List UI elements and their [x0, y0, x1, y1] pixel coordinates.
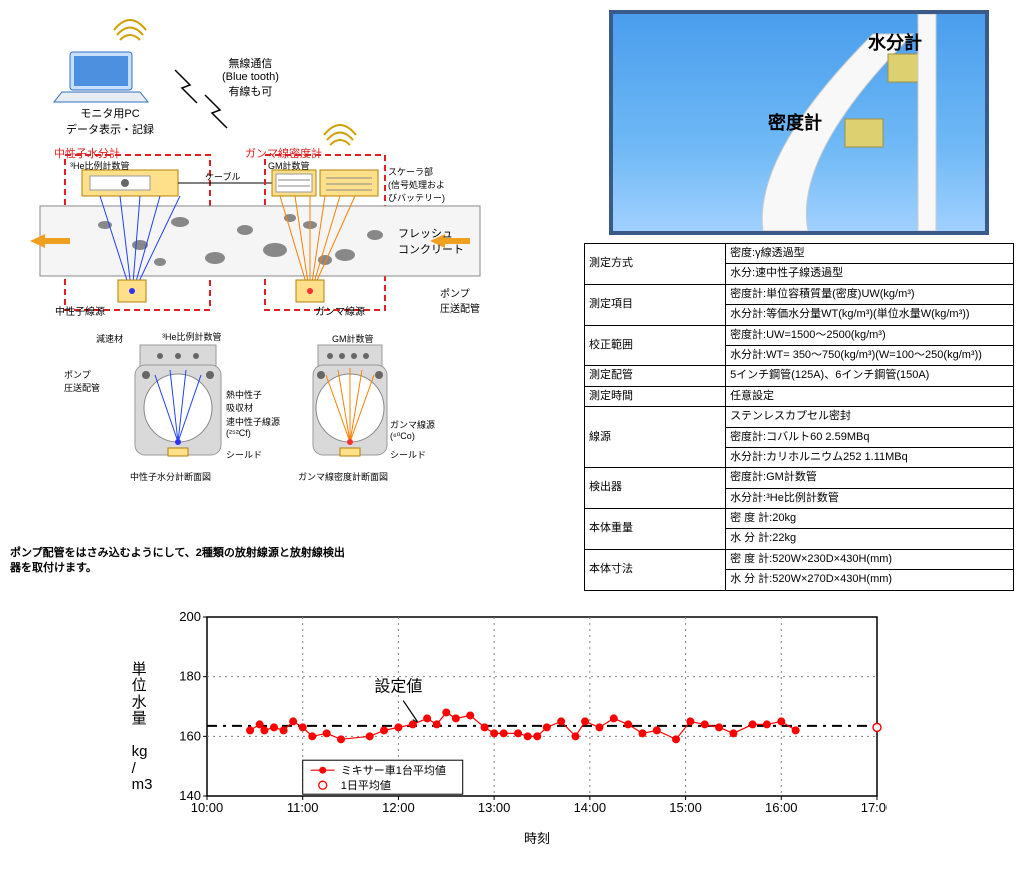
gm-tube-label2: GM計数管 [332, 332, 374, 345]
chart-ylabel: 単位水量kg/m3 [117, 609, 167, 847]
wireless-label: 無線通信(Blue tooth)有線も可 [222, 55, 279, 99]
moderator-label: 減速材 [96, 332, 123, 345]
chart-xlabel: 時刻 [167, 828, 907, 847]
svg-text:180: 180 [179, 668, 201, 683]
pump-pipe-label: ポンプ圧送配管 [440, 285, 480, 315]
gm-tube-label: GM計数管 [268, 159, 310, 172]
spec-table: 測定方式密度:γ線透過型水分:速中性子線透過型測定項目密度計:単位容積質量(密度… [584, 243, 1014, 591]
spec-row-value: 水 分 計:520W×270D×430H(mm) [726, 570, 1014, 590]
he-tube-label: ³He比例計数管 [70, 159, 130, 172]
spec-row-value: 水分計:³He比例計数管 [726, 488, 1014, 508]
pump-pipe-label2: ポンプ圧送配管 [64, 368, 100, 394]
svg-text:16:00: 16:00 [765, 800, 798, 815]
spec-row-header: 測定項目 [585, 284, 726, 325]
svg-text:10:00: 10:00 [191, 800, 224, 815]
system-diagram: モニタ用PCデータ表示・記録 無線通信(Blue tooth)有線も可 中性子水… [10, 10, 490, 591]
gamma-src2-label: ガンマ線源(⁶⁰Co) [390, 418, 435, 442]
svg-text:設定値: 設定値 [374, 677, 422, 695]
photo-moisture-label: 水分計 [868, 29, 922, 55]
shield-label2: シールド [390, 448, 426, 461]
svg-text:1日平均値: 1日平均値 [341, 779, 391, 792]
spec-row-value: ステンレスカプセル密封 [726, 407, 1014, 427]
spec-row-header: 検出器 [585, 468, 726, 509]
spec-row-value: 密 度 計:520W×230D×430H(mm) [726, 549, 1014, 569]
svg-text:11:00: 11:00 [287, 800, 319, 815]
fresh-concrete-label: フレッシュコンクリート [398, 225, 464, 257]
spec-row-value: 密度計:単位容積質量(密度)UW(kg/m³) [726, 284, 1014, 304]
svg-text:15:00: 15:00 [669, 800, 702, 815]
spec-row-value: 密度計:GM計数管 [726, 468, 1014, 488]
spec-row-value: 密度計:UW=1500～2500(kg/m³) [726, 325, 1014, 345]
spec-row-value: 密 度 計:20kg [726, 509, 1014, 529]
spec-row-value: 密度:γ線透過型 [726, 244, 1014, 264]
cross1-label: 中性子水分計断面図 [130, 470, 211, 483]
spec-row-value: 密度計:コバルト60 2.59MBq [726, 427, 1014, 447]
spec-row-header: 本体重量 [585, 509, 726, 550]
svg-text:12:00: 12:00 [382, 800, 415, 815]
spec-row-header: 測定方式 [585, 244, 726, 285]
svg-text:14:00: 14:00 [574, 800, 607, 815]
spec-row-value: 水分計:カリホルニウム252 1.11MBq [726, 447, 1014, 467]
equipment-photo: 水分計 密度計 [609, 10, 989, 235]
unit-water-chart: 単位水量kg/m3 14016018020010:0011:0012:0013:… [117, 609, 907, 847]
spec-row-value: 5インチ鋼管(125A)、6インチ鋼管(150A) [726, 366, 1014, 386]
photo-density-label: 密度計 [768, 109, 822, 135]
scaler-label: スケーラ部(信号処理およびバッテリー) [388, 165, 445, 204]
svg-text:17:00: 17:00 [861, 800, 887, 815]
svg-text:200: 200 [179, 609, 201, 624]
cross2-label: ガンマ線密度計断面図 [298, 470, 388, 483]
fast-neutron-src-label: 速中性子線源(²⁵²Cf) [226, 415, 280, 438]
spec-row-value: 水分:速中性子線透過型 [726, 264, 1014, 284]
spec-row-header: 本体寸法 [585, 549, 726, 590]
spec-row-value: 水 分 計:22kg [726, 529, 1014, 549]
pc-label: モニタ用PCデータ表示・記録 [60, 105, 160, 137]
thermal-absorber-label: 熱中性子吸収材 [226, 388, 262, 414]
spec-row-header: 校正範囲 [585, 325, 726, 366]
spec-row-header: 測定配管 [585, 366, 726, 386]
neutron-src-label: 中性子線源 [55, 303, 105, 318]
cable-label: ケーブル [205, 170, 240, 183]
shield-label: シールド [226, 448, 262, 461]
spec-row-header: 線源 [585, 407, 726, 468]
he-tube-label2: ³He比例計数管 [162, 330, 222, 343]
diagram-note: ポンプ配管をはさみ込むようにして、2種類の放射線源と放射線検出器を取付けます。 [10, 546, 490, 577]
svg-text:ミキサー車1台平均値: ミキサー車1台平均値 [341, 763, 446, 777]
chart-plot: 14016018020010:0011:0012:0013:0014:0015:… [167, 609, 887, 824]
svg-text:13:00: 13:00 [478, 800, 511, 815]
spec-row-value: 水分計:WT= 350～750(kg/m³)(W=100～250(kg/m³)) [726, 345, 1014, 365]
spec-row-value: 任意設定 [726, 386, 1014, 406]
gamma-src-label: ガンマ線源 [315, 303, 365, 318]
spec-row-header: 測定時間 [585, 386, 726, 406]
spec-row-value: 水分計:等価水分量WT(kg/m³)(単位水量W(kg/m³)) [726, 305, 1014, 325]
svg-text:160: 160 [179, 728, 201, 743]
